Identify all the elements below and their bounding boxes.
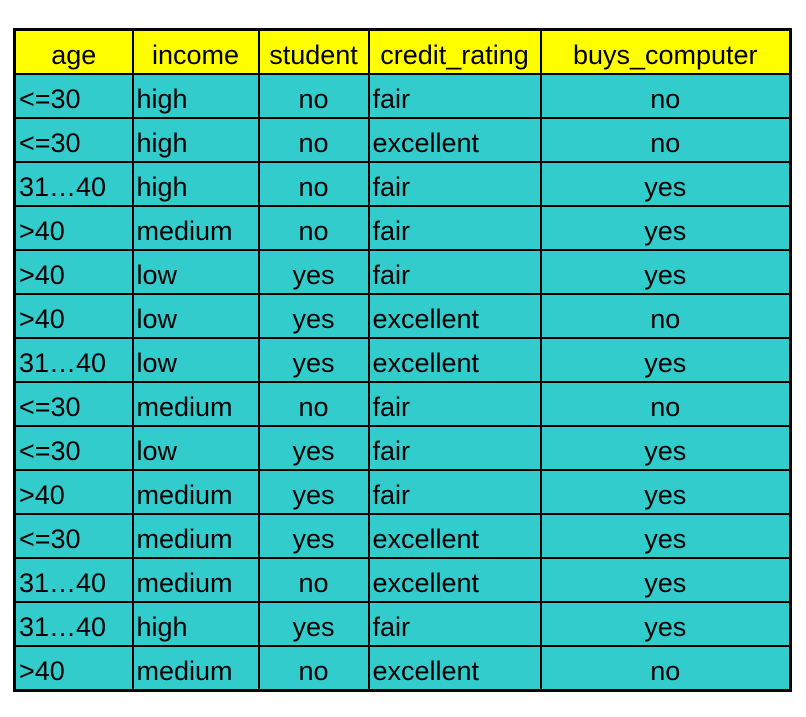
cell-age: <=30 <box>13 381 134 427</box>
cell-income: medium <box>131 645 260 692</box>
cell-buys-computer: yes <box>539 205 792 251</box>
cell-age: >40 <box>13 249 134 295</box>
table-row: >40 medium no excellent no <box>13 645 792 692</box>
cell-age: <=30 <box>13 425 134 471</box>
header-buys-computer: buys_computer <box>539 28 792 75</box>
cell-age: 31…40 <box>13 557 134 603</box>
cell-credit-rating: fair <box>367 161 542 207</box>
cell-age: <=30 <box>13 73 134 119</box>
cell-student: yes <box>257 337 370 383</box>
cell-age: 31…40 <box>13 601 134 647</box>
cell-age: >40 <box>13 205 134 251</box>
table-row: >40 low yes fair yes <box>13 249 792 295</box>
cell-income: low <box>131 337 260 383</box>
cell-buys-computer: yes <box>539 469 792 515</box>
cell-income: high <box>131 117 260 163</box>
cell-student: yes <box>257 601 370 647</box>
cell-student: no <box>257 645 370 692</box>
cell-student: yes <box>257 469 370 515</box>
cell-income: medium <box>131 205 260 251</box>
cell-age: >40 <box>13 293 134 339</box>
table-header: age income student credit_rating buys_co… <box>13 28 792 75</box>
cell-income: high <box>131 161 260 207</box>
cell-age: 31…40 <box>13 337 134 383</box>
cell-buys-computer: yes <box>539 161 792 207</box>
table-row: >40 medium yes fair yes <box>13 469 792 515</box>
cell-buys-computer: no <box>539 117 792 163</box>
cell-income: low <box>131 425 260 471</box>
cell-buys-computer: yes <box>539 601 792 647</box>
cell-student: no <box>257 161 370 207</box>
cell-income: high <box>131 73 260 119</box>
cell-income: low <box>131 249 260 295</box>
cell-income: medium <box>131 469 260 515</box>
cell-student: no <box>257 73 370 119</box>
cell-age: >40 <box>13 469 134 515</box>
cell-credit-rating: excellent <box>367 513 542 559</box>
header-student: student <box>257 28 370 75</box>
cell-credit-rating: fair <box>367 205 542 251</box>
cell-buys-computer: no <box>539 381 792 427</box>
table-row: >40 low yes excellent no <box>13 293 792 339</box>
cell-credit-rating: fair <box>367 425 542 471</box>
table-row: 31…40 medium no excellent yes <box>13 557 792 603</box>
cell-age: 31…40 <box>13 161 134 207</box>
cell-income: high <box>131 601 260 647</box>
table-row: 31…40 low yes excellent yes <box>13 337 792 383</box>
header-row: age income student credit_rating buys_co… <box>13 28 792 75</box>
cell-buys-computer: no <box>539 73 792 119</box>
cell-student: yes <box>257 249 370 295</box>
cell-student: no <box>257 557 370 603</box>
cell-income: low <box>131 293 260 339</box>
cell-income: medium <box>131 557 260 603</box>
table-row: <=30 high no excellent no <box>13 117 792 163</box>
cell-student: yes <box>257 513 370 559</box>
table-row: <=30 high no fair no <box>13 73 792 119</box>
cell-age: <=30 <box>13 117 134 163</box>
cell-credit-rating: excellent <box>367 337 542 383</box>
data-table: age income student credit_rating buys_co… <box>13 28 792 692</box>
cell-buys-computer: yes <box>539 513 792 559</box>
table-row: <=30 low yes fair yes <box>13 425 792 471</box>
cell-income: medium <box>131 381 260 427</box>
table-row: >40 medium no fair yes <box>13 205 792 251</box>
cell-credit-rating: excellent <box>367 293 542 339</box>
cell-student: no <box>257 381 370 427</box>
cell-buys-computer: yes <box>539 337 792 383</box>
cell-buys-computer: yes <box>539 425 792 471</box>
table-row: 31…40 high yes fair yes <box>13 601 792 647</box>
cell-buys-computer: yes <box>539 557 792 603</box>
cell-student: no <box>257 117 370 163</box>
data-table-container: age income student credit_rating buys_co… <box>13 28 792 692</box>
cell-credit-rating: fair <box>367 73 542 119</box>
cell-income: medium <box>131 513 260 559</box>
table-row: <=30 medium no fair no <box>13 381 792 427</box>
cell-credit-rating: excellent <box>367 117 542 163</box>
cell-credit-rating: excellent <box>367 645 542 692</box>
cell-student: yes <box>257 425 370 471</box>
cell-credit-rating: fair <box>367 601 542 647</box>
cell-buys-computer: no <box>539 645 792 692</box>
cell-buys-computer: yes <box>539 249 792 295</box>
cell-credit-rating: fair <box>367 249 542 295</box>
cell-student: yes <box>257 293 370 339</box>
cell-credit-rating: excellent <box>367 557 542 603</box>
cell-credit-rating: fair <box>367 469 542 515</box>
header-age: age <box>13 28 134 75</box>
cell-age: <=30 <box>13 513 134 559</box>
cell-student: no <box>257 205 370 251</box>
table-row: <=30 medium yes excellent yes <box>13 513 792 559</box>
header-income: income <box>131 28 260 75</box>
table-body: <=30 high no fair no <=30 high no excellent no 31…… <box>13 73 792 692</box>
table-row: 31…40 high no fair yes <box>13 161 792 207</box>
cell-age: >40 <box>13 645 134 692</box>
header-credit-rating: credit_rating <box>367 28 542 75</box>
cell-buys-computer: no <box>539 293 792 339</box>
cell-credit-rating: fair <box>367 381 542 427</box>
